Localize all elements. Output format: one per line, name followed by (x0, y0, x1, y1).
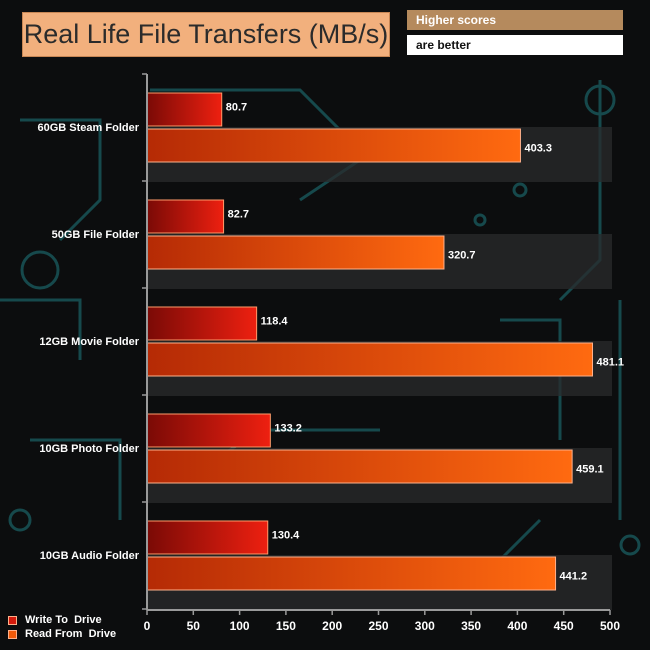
category-label: 60GB Steam Folder (38, 122, 140, 134)
category-label: 10GB Audio Folder (40, 550, 140, 562)
bar-read (146, 128, 521, 163)
circuit-node (619, 534, 641, 556)
x-tick-label: 500 (600, 619, 620, 633)
x-tick-label: 400 (507, 619, 527, 633)
x-tick-label: 350 (461, 619, 481, 633)
bar-write (146, 413, 271, 448)
x-tick-label: 200 (322, 619, 342, 633)
chart-title: Real Life File Transfers (MB/s) (22, 12, 390, 57)
data-label-write: 130.4 (272, 529, 300, 541)
category-label: 10GB Photo Folder (39, 443, 139, 455)
circuit-node (8, 508, 32, 532)
legend-label-read: Read From Drive (25, 628, 117, 640)
bar-write (146, 306, 258, 341)
data-label-read: 403.3 (524, 142, 552, 154)
circuit-node (584, 84, 616, 116)
bars-group: 80.7 403.3 60GB Steam Folder 82.7 320.7 50GB … (38, 92, 624, 591)
circuit-trace (20, 118, 102, 242)
legend-swatch-write (8, 615, 17, 625)
data-label-read: 459.1 (576, 463, 604, 475)
bar-read (146, 449, 573, 484)
bar-read (146, 342, 593, 377)
data-label-read: 320.7 (448, 249, 476, 261)
x-tick-label: 450 (554, 619, 574, 633)
data-label-write: 80.7 (226, 101, 247, 113)
circuit-node (20, 250, 60, 290)
data-label-write: 82.7 (228, 208, 249, 220)
legend-swatch-read (8, 629, 17, 639)
bar-read (146, 556, 557, 591)
data-label-write: 118.4 (261, 315, 289, 327)
legend-item-read: Read From Drive (8, 628, 116, 640)
data-label-read: 441.2 (560, 570, 588, 582)
bar-write (146, 520, 269, 555)
x-tick-label: 150 (276, 619, 296, 633)
circuit-node (512, 182, 528, 198)
circuit-node (473, 213, 487, 227)
x-tick-label: 100 (230, 619, 250, 633)
x-tick-label: 250 (368, 619, 388, 633)
x-tick-label: 300 (415, 619, 435, 633)
x-tick-label: 50 (187, 619, 201, 633)
x-axis: 0 50 100 150 200 250 300 350 400 450 500 (142, 73, 620, 633)
data-label-write: 133.2 (274, 422, 302, 434)
bar-write (146, 92, 223, 127)
circuit-trace (500, 318, 562, 440)
circuit-trace (30, 438, 122, 520)
circuit-trace (420, 518, 542, 562)
category-label: 12GB Movie Folder (39, 336, 139, 348)
x-tick-label: 0 (144, 619, 151, 633)
legend-label-write: Write To Drive (25, 614, 102, 626)
legend-item-write: Write To Drive (8, 614, 102, 626)
note-are-better: are better (407, 35, 623, 55)
bar-read (146, 235, 445, 270)
bar-write (146, 199, 225, 234)
category-label: 50GB File Folder (52, 229, 140, 241)
note-higher-scores: Higher scores (407, 10, 623, 30)
circuit-trace (0, 298, 82, 360)
data-label-read: 481.1 (596, 356, 624, 368)
